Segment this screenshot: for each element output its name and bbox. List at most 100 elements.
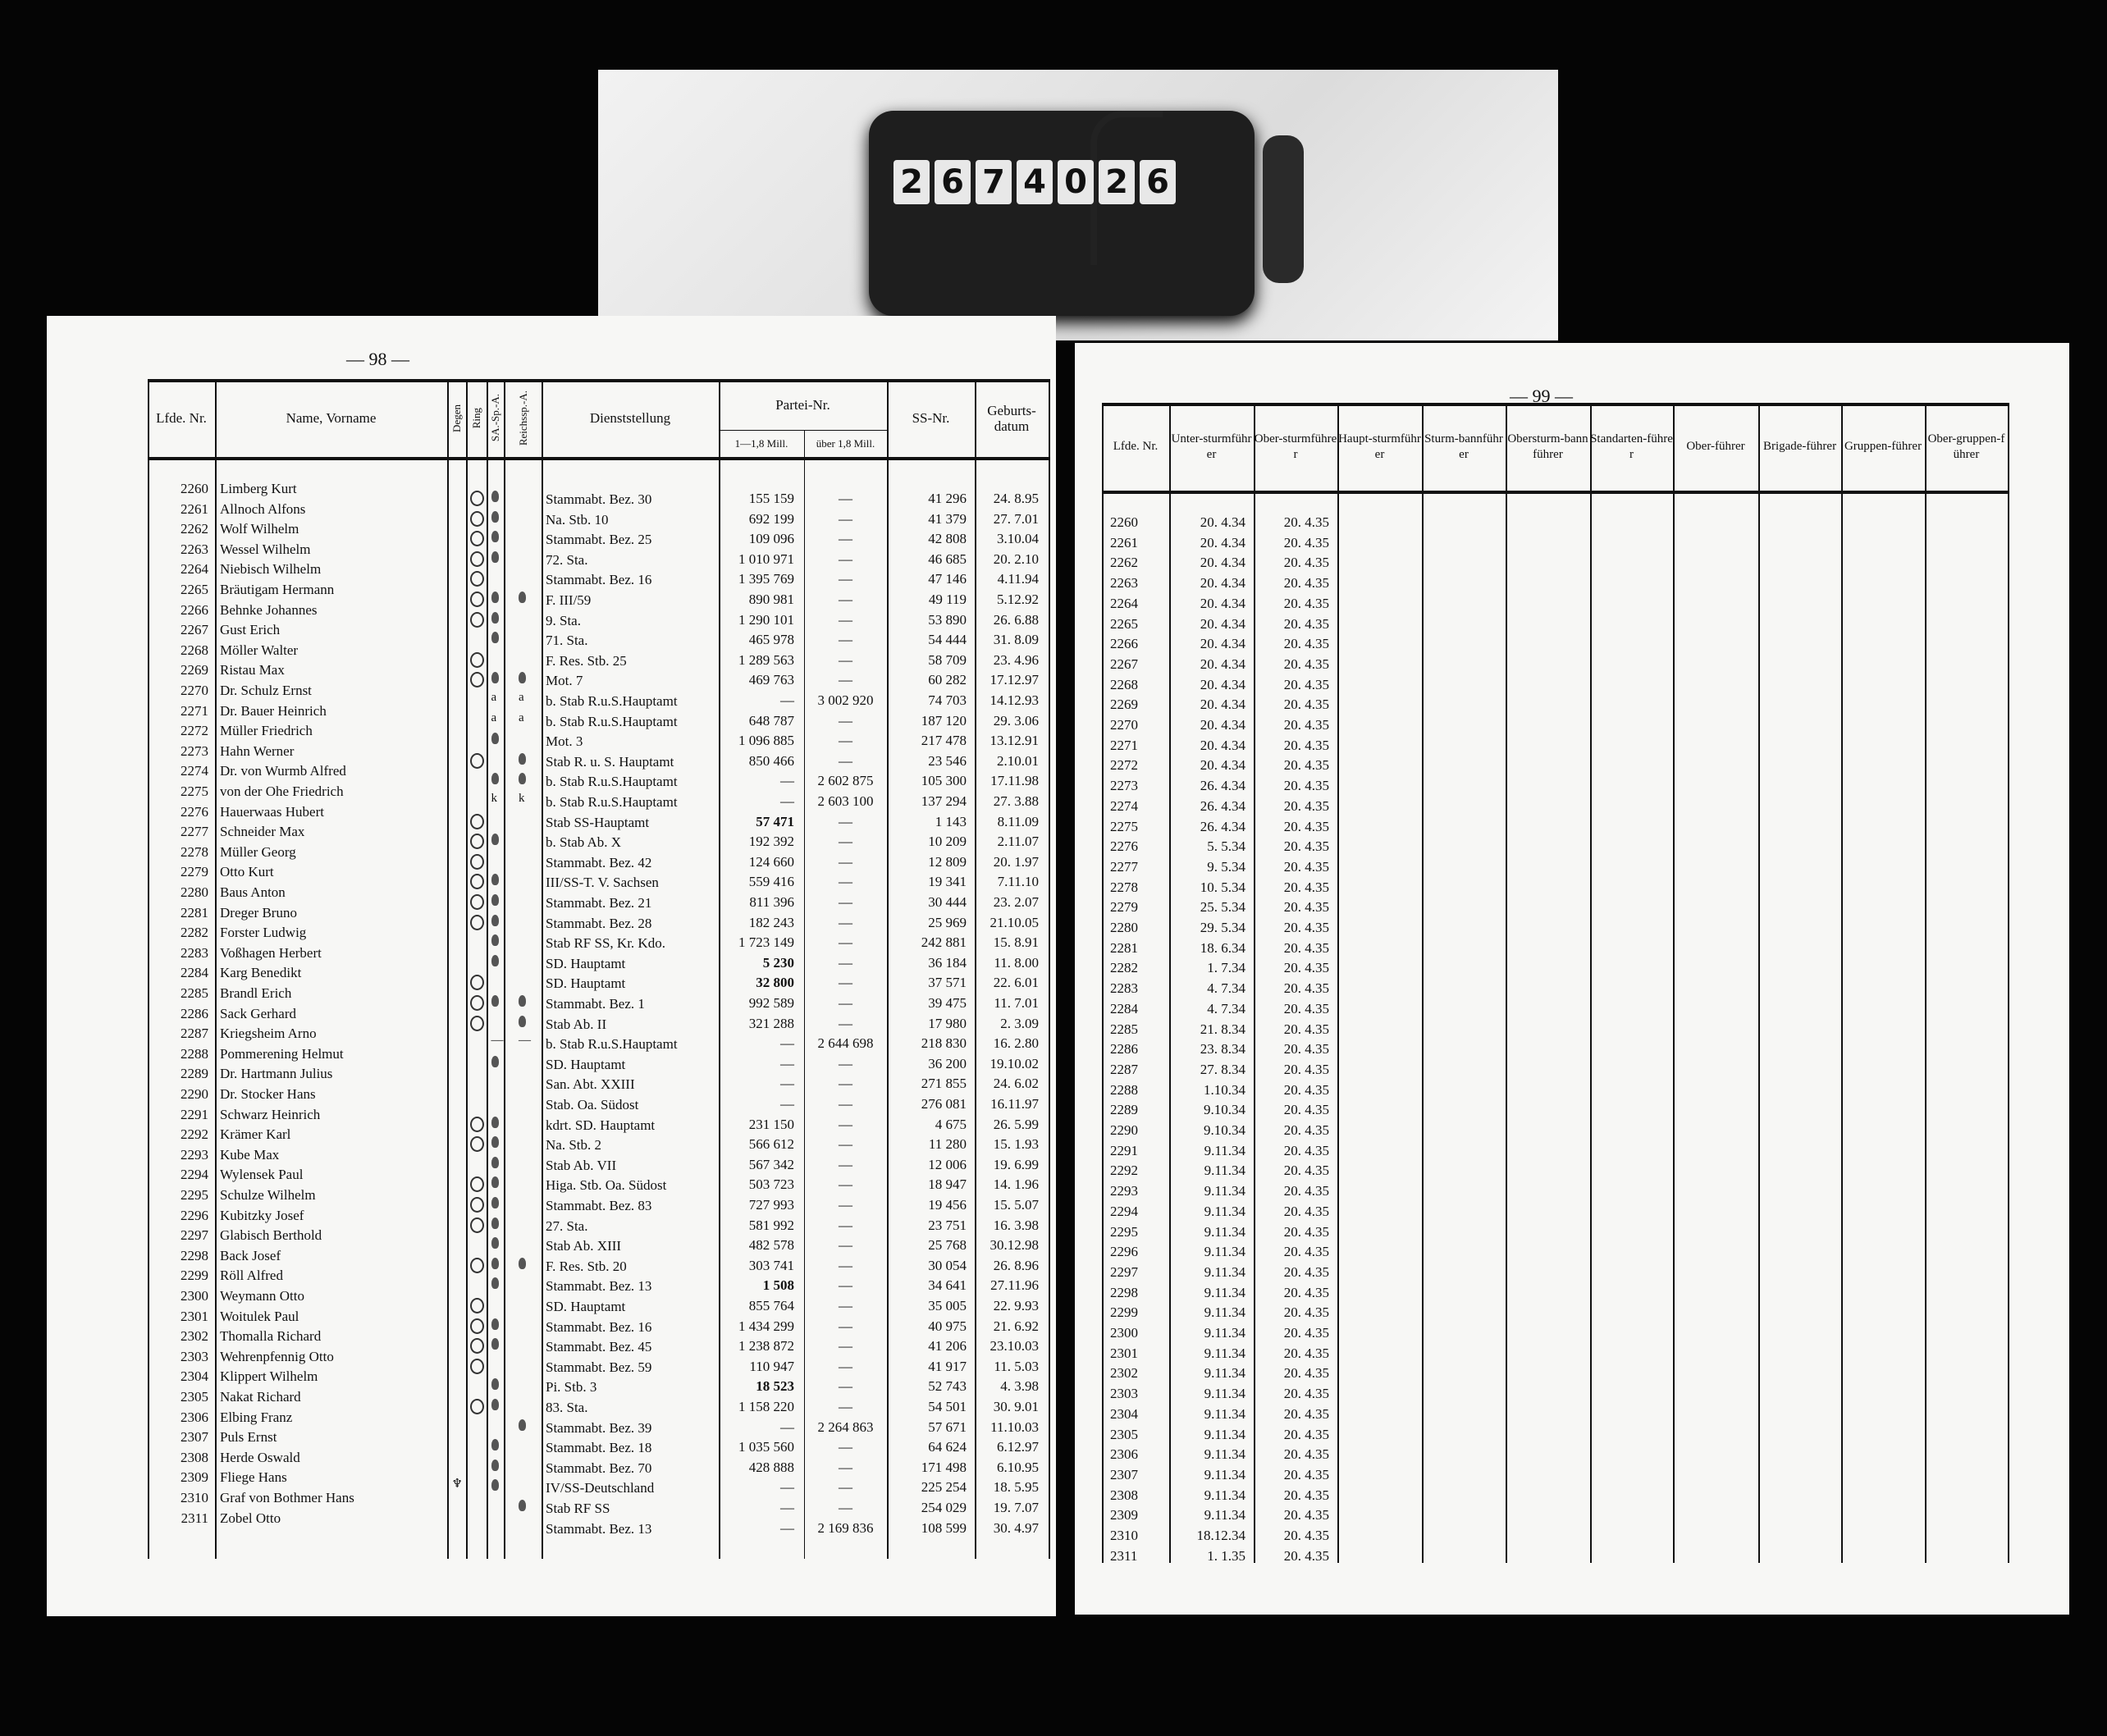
header-label: Lfde. Nr. xyxy=(156,410,207,426)
award-emblem-icon xyxy=(491,1479,499,1492)
award-emblem-icon xyxy=(491,550,499,563)
ss-nr: 187 120 xyxy=(921,712,967,729)
untersturmfuehrer-date: 27. 8.34 xyxy=(1200,1061,1245,1077)
obersturmfuehrer-date: 20. 4.35 xyxy=(1283,1547,1329,1564)
untersturmfuehrer-date: 26. 4.34 xyxy=(1200,778,1245,794)
geburtsdatum: 16. 3.98 xyxy=(993,1217,1039,1233)
award-emblem-icon xyxy=(491,914,499,926)
dienststellung: 9. Sta. xyxy=(546,612,581,628)
row-number: 2284 xyxy=(181,965,208,981)
row-number: 2298 xyxy=(1110,1284,1138,1300)
ss-nr: 171 498 xyxy=(921,1459,967,1475)
mark-text: a xyxy=(519,710,524,724)
row-number: 2281 xyxy=(181,904,208,921)
geburtsdatum: 4. 3.98 xyxy=(1000,1378,1039,1395)
obersturmfuehrer-date: 20. 4.35 xyxy=(1283,1122,1329,1138)
geburtsdatum: 24. 6.02 xyxy=(993,1076,1039,1092)
column-rule xyxy=(1758,403,1760,1563)
geburtsdatum: 15. 8.91 xyxy=(993,934,1039,951)
name: Wessel Wilhelm xyxy=(220,541,311,557)
award-emblem-icon xyxy=(519,1015,526,1027)
untersturmfuehrer-date: 18.12.34 xyxy=(1196,1528,1246,1543)
partei-nr-a: 124 660 xyxy=(748,853,794,870)
row-number: 2289 xyxy=(1110,1102,1138,1118)
geburtsdatum: 22. 6.01 xyxy=(993,975,1039,991)
row-number: 2288 xyxy=(181,1045,208,1062)
untersturmfuehrer-date: 9.11.34 xyxy=(1204,1446,1245,1463)
row-number: 2286 xyxy=(181,1005,208,1021)
obersturmfuehrer-date: 20. 4.35 xyxy=(1283,1183,1329,1199)
column-header: Gruppen-führer xyxy=(1841,403,1925,491)
award-emblem-icon xyxy=(491,874,499,886)
header-bottom-rule xyxy=(148,457,1049,460)
row-number: 2292 xyxy=(181,1126,208,1143)
ring-circle-icon xyxy=(469,813,484,829)
ss-nr: 11 280 xyxy=(928,1136,967,1153)
name: Brandl Erich xyxy=(220,985,292,1001)
obersturmfuehrer-date: 20. 4.35 xyxy=(1283,514,1329,530)
name: Dr. Bauer Heinrich xyxy=(220,702,327,719)
partei-nr-b: — xyxy=(839,1055,852,1071)
untersturmfuehrer-date: 9. 5.34 xyxy=(1207,858,1245,875)
award-emblem-icon xyxy=(519,1257,526,1269)
row-number: 2307 xyxy=(1110,1466,1138,1482)
partei-nr-b: — xyxy=(839,1277,852,1294)
row-number: 2263 xyxy=(181,541,208,557)
partei-nr-a: 1 723 149 xyxy=(738,934,794,951)
partei-nr-b: — xyxy=(839,1197,852,1213)
ss-nr: 49 119 xyxy=(928,592,967,607)
award-emblem-icon xyxy=(491,1318,499,1330)
obersturmfuehrer-date: 20. 4.35 xyxy=(1283,1345,1329,1361)
untersturmfuehrer-date: 20. 4.34 xyxy=(1200,717,1245,733)
obersturmfuehrer-date: 20. 4.35 xyxy=(1283,697,1329,713)
untersturmfuehrer-date: 9.11.34 xyxy=(1204,1466,1245,1482)
partei-nr-a: 303 741 xyxy=(748,1257,794,1273)
column-header-dienst: Dienststellung xyxy=(542,379,719,457)
geburtsdatum: 2.10.01 xyxy=(997,752,1039,769)
column-rule xyxy=(975,379,976,1559)
untersturmfuehrer-date: 20. 4.34 xyxy=(1200,534,1245,550)
row-number: 2270 xyxy=(1110,717,1138,733)
partei-nr-b: — xyxy=(839,1378,852,1395)
geburtsdatum: 30. 9.01 xyxy=(993,1399,1039,1414)
header-label: Gruppen-führer xyxy=(1844,440,1922,453)
partei-nr-b: — xyxy=(839,752,852,769)
obersturmfuehrer-date: 20. 4.35 xyxy=(1283,797,1329,814)
geburtsdatum: 27.11.96 xyxy=(990,1277,1039,1294)
name: Bräutigam Hermann xyxy=(220,582,335,597)
geburtsdatum: 20. 2.10 xyxy=(993,550,1039,567)
column-header: Unter-sturmführer xyxy=(1169,403,1254,491)
award-emblem-icon xyxy=(491,1197,499,1208)
row-number: 2282 xyxy=(181,925,208,941)
geburtsdatum: 13.12.91 xyxy=(990,733,1040,749)
dienststellung: Stammabt. Bez. 30 xyxy=(546,491,652,507)
ring-circle-icon xyxy=(469,672,484,688)
partei-nr-b: — xyxy=(839,894,852,910)
name: Hahn Werner xyxy=(220,742,295,759)
obersturmfuehrer-date: 20. 4.35 xyxy=(1283,1102,1329,1118)
name: Dr. Schulz Ernst xyxy=(220,683,312,698)
obersturmfuehrer-date: 20. 4.35 xyxy=(1283,1365,1329,1382)
header-label: SS-Nr. xyxy=(912,410,950,426)
geburtsdatum: 22. 9.93 xyxy=(993,1298,1039,1313)
column-header: Ober-führer xyxy=(1673,403,1758,491)
row-number: 2306 xyxy=(1110,1446,1138,1463)
row-number: 2285 xyxy=(181,985,208,1001)
partei-nr-b: — xyxy=(839,672,852,688)
row-number: 2297 xyxy=(1110,1263,1138,1280)
geburtsdatum: 8.11.09 xyxy=(997,813,1039,829)
dienststellung: 27. Sta. xyxy=(546,1217,588,1234)
dienststellung: F. III/59 xyxy=(546,592,592,608)
row-number: 2302 xyxy=(181,1328,208,1345)
obersturmfuehrer-date: 20. 4.35 xyxy=(1283,899,1329,916)
ss-nr: 25 768 xyxy=(928,1237,967,1254)
untersturmfuehrer-date: 20. 4.34 xyxy=(1200,514,1245,530)
column-rule xyxy=(1590,403,1592,1563)
column-rule xyxy=(1506,403,1507,1563)
row-number: 2266 xyxy=(1110,636,1138,652)
partei-nr-a: 155 159 xyxy=(748,491,794,506)
geburtsdatum: 6.10.95 xyxy=(997,1459,1039,1475)
column-rule xyxy=(542,379,543,1559)
dienststellung: b. Stab R.u.S.Hauptamt xyxy=(546,1036,678,1053)
